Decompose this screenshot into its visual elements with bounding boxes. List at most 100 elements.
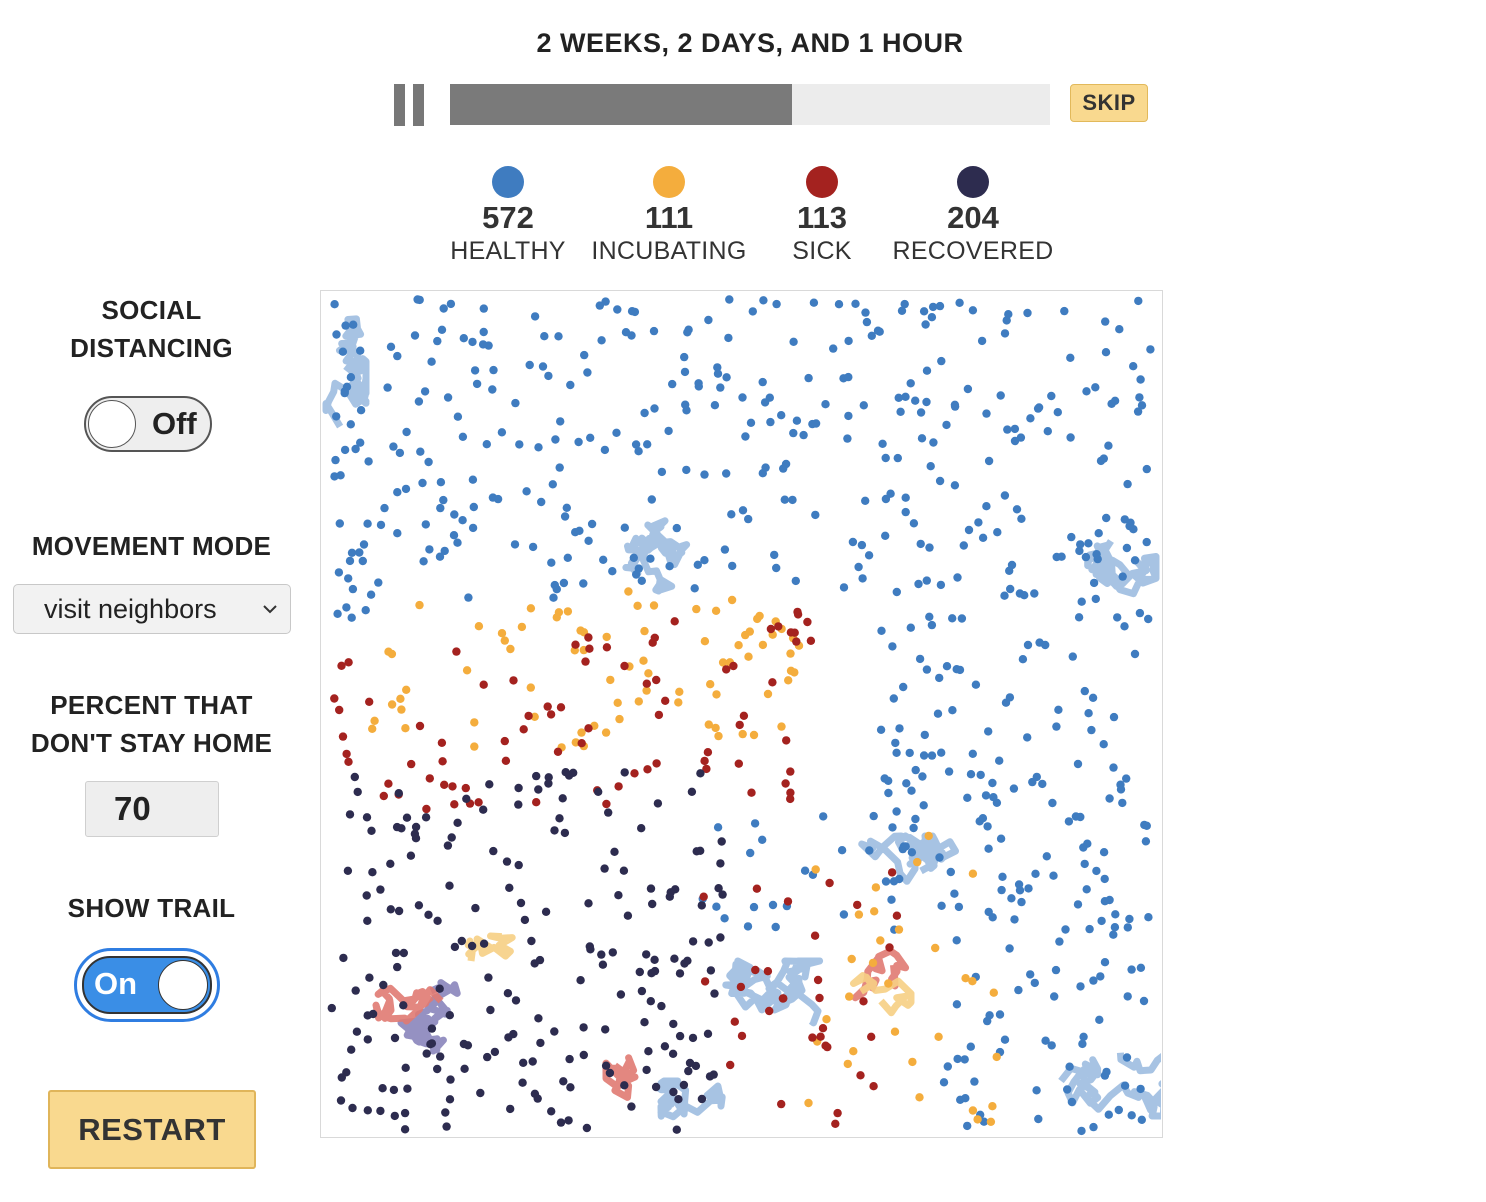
recovered-person-dot xyxy=(479,939,489,948)
healthy-person-dot xyxy=(537,497,546,507)
healthy-person-dot xyxy=(933,709,943,718)
restart-button[interactable]: RESTART xyxy=(48,1090,256,1169)
healthy-person-dot xyxy=(643,440,652,449)
recovered-person-dot xyxy=(389,1085,399,1095)
healthy-person-dot xyxy=(1026,970,1035,979)
sick-person-dot xyxy=(440,780,449,789)
incubating-person-dot xyxy=(615,714,624,724)
healthy-person-dot xyxy=(880,774,889,783)
healthy-person-dot xyxy=(819,812,828,821)
recovered-person-dot xyxy=(569,768,578,777)
sick-person-dot xyxy=(546,710,556,719)
healthy-person-dot xyxy=(1034,403,1044,412)
healthy-person-dot xyxy=(435,552,445,561)
healthy-person-dot xyxy=(829,344,838,353)
healthy-person-dot xyxy=(997,885,1006,895)
healthy-person-dot xyxy=(1048,798,1057,808)
healthy-person-dot xyxy=(892,807,901,816)
sick-person-dot xyxy=(793,610,803,619)
healthy-person-dot xyxy=(366,590,376,599)
healthy-person-dot xyxy=(427,357,436,366)
incubating-person-dot xyxy=(370,716,379,725)
recovered-person-dot xyxy=(646,884,656,893)
healthy-person-dot xyxy=(955,298,964,307)
healthy-person-dot xyxy=(983,822,992,831)
recovered-person-dot xyxy=(390,1033,400,1043)
sick-person-dot xyxy=(737,1031,747,1041)
chevron-down-icon xyxy=(263,605,277,614)
healthy-person-dot xyxy=(488,385,497,394)
pause-button[interactable] xyxy=(392,84,428,126)
healthy-person-dot xyxy=(907,848,917,857)
skip-button[interactable]: SKIP xyxy=(1070,84,1148,122)
incubating-person-dot xyxy=(624,587,633,596)
recovered-person-dot xyxy=(503,989,513,998)
progress-bar[interactable] xyxy=(450,84,1050,125)
sick-person-dot xyxy=(661,696,670,705)
healthy-person-dot xyxy=(741,432,750,441)
healthy-person-dot xyxy=(374,578,383,587)
recovered-person-dot xyxy=(343,866,353,875)
healthy-person-dot xyxy=(748,307,757,316)
healthy-person-dot xyxy=(844,411,853,421)
focus-ring xyxy=(74,948,220,1022)
sick-person-dot xyxy=(853,900,862,910)
healthy-person-dot xyxy=(401,484,411,494)
healthy-person-dot xyxy=(1091,594,1100,604)
movement-mode-select[interactable]: visit neighbors xyxy=(13,584,291,634)
recovered-label: RECOVERED xyxy=(892,237,1054,265)
sick-person-dot xyxy=(553,747,563,756)
healthy-person-dot xyxy=(1118,572,1127,581)
recovered-person-dot xyxy=(424,910,433,919)
recovered-person-dot xyxy=(547,1107,556,1116)
healthy-person-dot xyxy=(963,793,972,802)
healthy-person-dot xyxy=(1102,513,1111,523)
healthy-person-dot xyxy=(984,456,994,466)
show-trail-toggle[interactable]: On xyxy=(82,956,212,1014)
healthy-person-dot xyxy=(1123,479,1132,489)
healthy-person-dot xyxy=(680,367,690,377)
sick-person-dot xyxy=(438,757,447,766)
recovered-person-dot xyxy=(433,1064,442,1074)
recovered-person-dot xyxy=(566,1083,575,1092)
healthy-person-dot xyxy=(925,612,934,621)
sick-person-dot xyxy=(786,794,795,804)
healthy-person-dot xyxy=(402,427,411,437)
healthy-person-dot xyxy=(884,788,893,798)
sick-person-dot xyxy=(766,624,776,634)
healthy-person-dot xyxy=(837,846,847,855)
healthy-person-dot xyxy=(559,578,569,588)
movement-trail xyxy=(397,979,461,1055)
healthy-person-dot xyxy=(771,922,780,932)
sick-person-dot xyxy=(342,749,351,759)
healthy-person-dot xyxy=(338,347,348,356)
healthy-person-dot xyxy=(738,506,748,515)
recovered-person-dot xyxy=(460,1064,469,1073)
healthy-person-dot xyxy=(1017,897,1026,907)
healthy-person-dot xyxy=(911,396,920,405)
sick-person-dot xyxy=(747,788,756,797)
healthy-person-dot xyxy=(1068,652,1077,661)
healthy-person-dot xyxy=(511,398,520,408)
sick-count: 113 xyxy=(796,200,847,235)
sick-person-dot xyxy=(722,665,731,674)
healthy-person-dot xyxy=(1100,874,1109,884)
healthy-person-dot xyxy=(1080,859,1089,869)
healthy-person-dot xyxy=(759,296,768,305)
healthy-person-dot xyxy=(1130,649,1140,659)
healthy-person-dot xyxy=(750,819,760,828)
recovered-person-dot xyxy=(352,1027,362,1036)
healthy-person-dot xyxy=(800,866,810,875)
recovered-person-dot xyxy=(696,769,705,778)
recovered-person-dot xyxy=(536,1038,545,1048)
percent-input[interactable]: 70 xyxy=(85,781,219,837)
movement-trail xyxy=(372,984,444,1025)
healthy-person-dot xyxy=(597,336,606,345)
social-distancing-toggle[interactable]: Off xyxy=(84,396,212,452)
recovered-person-dot xyxy=(471,903,480,913)
incubating-person-dot xyxy=(763,689,773,699)
healthy-person-dot xyxy=(540,332,549,341)
healthy-person-dot xyxy=(1065,1062,1074,1071)
recovered-person-dot xyxy=(376,1106,385,1116)
healthy-person-dot xyxy=(347,548,357,557)
